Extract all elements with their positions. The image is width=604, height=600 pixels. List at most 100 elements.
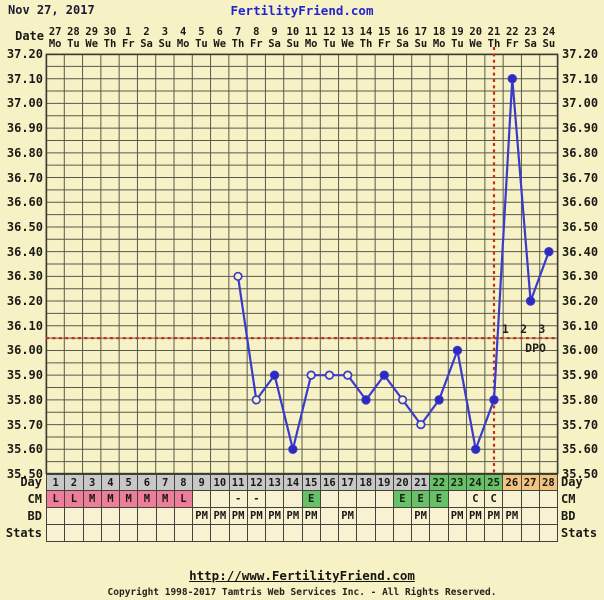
table-cell[interactable] xyxy=(539,525,558,542)
table-cell[interactable]: 17 xyxy=(339,475,358,491)
table-cell[interactable] xyxy=(101,508,120,525)
table-cell[interactable]: 28 xyxy=(539,475,558,491)
table-cell[interactable] xyxy=(138,525,157,542)
temp-point[interactable] xyxy=(471,444,481,454)
table-cell[interactable] xyxy=(65,525,84,542)
table-cell[interactable] xyxy=(430,525,449,542)
table-cell[interactable]: 18 xyxy=(357,475,376,491)
table-cell[interactable] xyxy=(193,491,212,508)
table-cell[interactable] xyxy=(539,491,558,508)
table-cell[interactable]: PM xyxy=(193,508,212,525)
table-cell[interactable]: 21 xyxy=(412,475,431,491)
table-cell[interactable]: 9 xyxy=(193,475,212,491)
table-cell[interactable] xyxy=(174,525,193,542)
table-cell[interactable] xyxy=(120,508,139,525)
table-cell[interactable] xyxy=(320,508,339,525)
site-name-link[interactable]: FertilityFriend.com xyxy=(230,3,374,18)
table-cell[interactable]: PM xyxy=(485,508,504,525)
table-cell[interactable] xyxy=(521,491,540,508)
temp-point[interactable] xyxy=(525,296,536,306)
table-cell[interactable] xyxy=(375,491,394,508)
table-cell[interactable] xyxy=(284,525,303,542)
table-cell[interactable]: 3 xyxy=(83,475,102,491)
table-cell[interactable] xyxy=(65,508,84,525)
footer-url-link[interactable]: http://www.FertilityFriend.com xyxy=(189,568,415,583)
table-cell[interactable]: 14 xyxy=(284,475,303,491)
table-cell[interactable] xyxy=(211,525,230,542)
table-cell[interactable]: PM xyxy=(448,508,467,525)
table-cell[interactable] xyxy=(47,525,66,542)
table-cell[interactable] xyxy=(339,525,358,542)
table-cell[interactable] xyxy=(521,508,540,525)
table-cell[interactable]: 10 xyxy=(211,475,230,491)
table-cell[interactable]: L xyxy=(47,491,66,508)
table-cell[interactable] xyxy=(174,508,193,525)
table-cell[interactable]: PM xyxy=(247,508,266,525)
table-cell[interactable]: 2 xyxy=(65,475,84,491)
table-cell[interactable]: - xyxy=(247,491,266,508)
table-cell[interactable] xyxy=(302,525,321,542)
table-cell[interactable]: 26 xyxy=(503,475,522,491)
table-cell[interactable]: 20 xyxy=(393,475,412,491)
table-cell[interactable]: 5 xyxy=(120,475,139,491)
table-cell[interactable] xyxy=(393,525,412,542)
table-cell[interactable] xyxy=(120,525,139,542)
table-cell[interactable] xyxy=(503,525,522,542)
table-cell[interactable]: PM xyxy=(339,508,358,525)
table-cell[interactable] xyxy=(357,508,376,525)
table-cell[interactable]: M xyxy=(120,491,139,508)
table-cell[interactable] xyxy=(101,525,120,542)
table-cell[interactable]: E xyxy=(412,491,431,508)
table-cell[interactable]: C xyxy=(485,491,504,508)
table-cell[interactable] xyxy=(83,508,102,525)
table-cell[interactable] xyxy=(156,525,175,542)
table-cell[interactable] xyxy=(503,491,522,508)
table-cell[interactable] xyxy=(375,525,394,542)
table-cell[interactable]: 7 xyxy=(156,475,175,491)
table-cell[interactable] xyxy=(247,525,266,542)
table-cell[interactable] xyxy=(466,525,485,542)
table-cell[interactable]: 27 xyxy=(521,475,540,491)
table-cell[interactable]: M xyxy=(156,491,175,508)
table-cell[interactable]: 11 xyxy=(229,475,248,491)
table-cell[interactable] xyxy=(539,508,558,525)
temp-point-open[interactable] xyxy=(306,370,316,380)
table-cell[interactable]: 8 xyxy=(174,475,193,491)
table-cell[interactable]: E xyxy=(393,491,412,508)
temp-point[interactable] xyxy=(269,370,280,380)
table-cell[interactable] xyxy=(156,508,175,525)
table-cell[interactable] xyxy=(393,508,412,525)
table-cell[interactable]: PM xyxy=(211,508,230,525)
table-cell[interactable] xyxy=(412,525,431,542)
table-cell[interactable]: 25 xyxy=(485,475,504,491)
table-cell[interactable]: PM xyxy=(229,508,248,525)
table-cell[interactable] xyxy=(211,491,230,508)
table-cell[interactable] xyxy=(485,525,504,542)
table-cell[interactable]: 4 xyxy=(101,475,120,491)
table-cell[interactable]: 13 xyxy=(266,475,285,491)
table-cell[interactable]: PM xyxy=(284,508,303,525)
table-cell[interactable]: 24 xyxy=(466,475,485,491)
temp-point[interactable] xyxy=(288,444,298,454)
table-cell[interactable]: E xyxy=(430,491,449,508)
table-cell[interactable]: - xyxy=(229,491,248,508)
table-cell[interactable] xyxy=(229,525,248,542)
table-cell[interactable] xyxy=(47,508,66,525)
table-cell[interactable]: PM xyxy=(266,508,285,525)
table-cell[interactable]: PM xyxy=(466,508,485,525)
temp-point[interactable] xyxy=(452,345,463,356)
table-cell[interactable] xyxy=(284,491,303,508)
table-cell[interactable]: E xyxy=(302,491,321,508)
temp-point-open[interactable] xyxy=(397,395,408,405)
table-cell[interactable]: PM xyxy=(503,508,522,525)
table-cell[interactable]: M xyxy=(83,491,102,508)
temp-point-open[interactable] xyxy=(416,419,426,430)
temp-point[interactable] xyxy=(507,74,517,84)
table-cell[interactable] xyxy=(448,525,467,542)
temp-point[interactable] xyxy=(379,370,389,380)
temp-point-open[interactable] xyxy=(343,370,353,380)
table-cell[interactable] xyxy=(339,491,358,508)
table-cell[interactable] xyxy=(266,491,285,508)
table-cell[interactable]: L xyxy=(174,491,193,508)
temp-point-open[interactable] xyxy=(251,395,261,405)
